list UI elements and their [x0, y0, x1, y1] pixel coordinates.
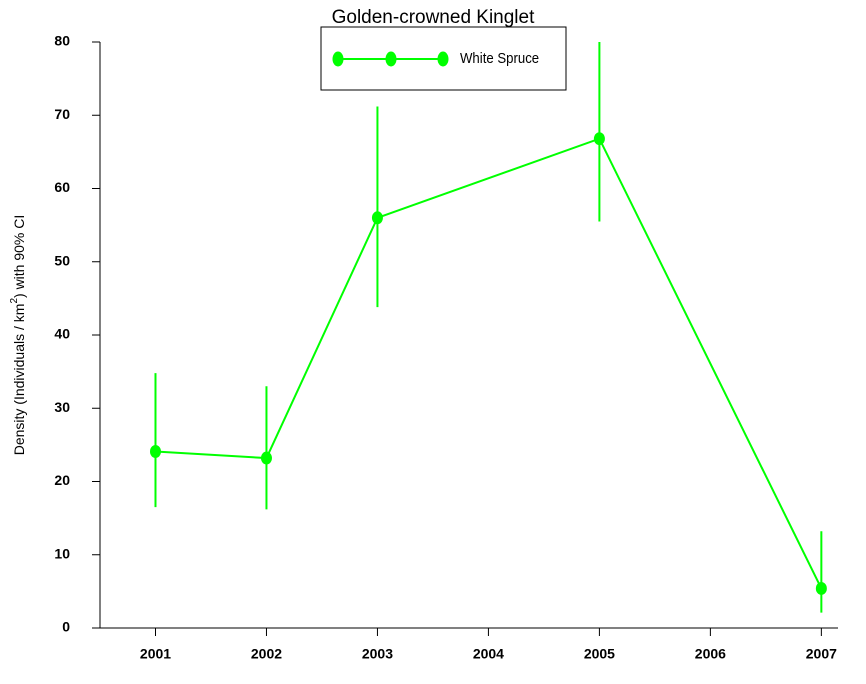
legend-marker [332, 51, 344, 67]
marker [260, 451, 272, 465]
x-tick-label: 2001 [140, 646, 171, 662]
legend-label: White Spruce [460, 49, 539, 66]
y-tick-label: 30 [54, 399, 70, 415]
y-axis-label: Density (Individuals / km2) with 90% CI [9, 215, 27, 456]
y-tick-label: 80 [54, 33, 70, 49]
x-tick-label: 2005 [584, 646, 615, 662]
y-tick-label: 20 [54, 472, 70, 488]
x-tick-label: 2002 [251, 646, 282, 662]
line [155, 137, 823, 589]
y-tick-label: 0 [62, 619, 70, 635]
marker [371, 211, 383, 225]
y-tick-label: 10 [54, 545, 70, 561]
y-tick-label: 50 [54, 252, 70, 268]
legend-marker [437, 51, 449, 67]
x-tick-label: 2006 [695, 646, 726, 662]
x-tick-label: 2007 [806, 646, 837, 662]
x-tick-label: 2004 [473, 646, 504, 662]
y-tick-label: 70 [54, 106, 70, 122]
y-label-part: ) with 90% CI [11, 215, 27, 298]
marker [593, 132, 605, 146]
y-label-part: Density (Individuals / km [11, 304, 27, 456]
y-tick-label: 60 [54, 179, 70, 195]
x-tick-label: 2003 [362, 646, 393, 662]
y-tick-label: 40 [54, 326, 70, 342]
legend-marker [385, 51, 397, 67]
y-label-sup: 2 [9, 298, 20, 304]
chart-title: Golden-crowned Kinglet [332, 7, 536, 28]
marker [815, 581, 827, 595]
marker [149, 444, 161, 458]
